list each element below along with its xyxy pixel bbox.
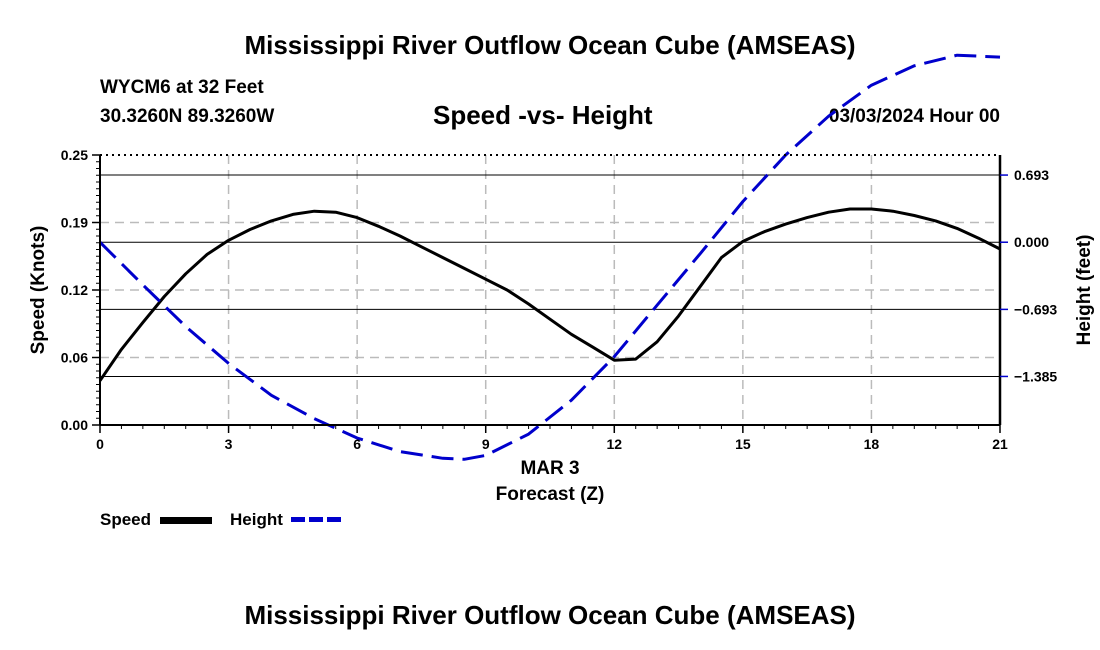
x-tick-label: 9 [482, 436, 490, 452]
y-tick-label: 0.12 [61, 282, 88, 298]
chart-title: Speed -vs- Height [433, 100, 653, 130]
x-tick-label: 0 [96, 436, 104, 452]
x-axis-date-label: MAR 3 [520, 458, 579, 479]
y-tick-label: 0.00 [61, 417, 88, 433]
x-tick-label: 18 [864, 436, 880, 452]
y2-tick-label: −0.693 [1014, 301, 1057, 317]
y2-tick-label: −1.385 [1014, 368, 1057, 384]
y-tick-label: 0.06 [61, 350, 88, 366]
forecast-date: 03/03/2024 Hour 00 [828, 106, 1000, 127]
page-title: Mississippi River Outflow Ocean Cube (AM… [244, 30, 856, 60]
x-axis-label: Forecast (Z) [496, 484, 605, 505]
legend-speed-swatch [160, 517, 212, 524]
legend-speed-label: Speed [100, 510, 152, 529]
y2-tick-label: 0.693 [1014, 167, 1049, 183]
y2-axis-label: Height (feet) [1074, 235, 1095, 346]
page-title-repeat: Mississippi River Outflow Ocean Cube (AM… [244, 600, 856, 630]
series-layer [98, 53, 1001, 461]
grid-layer [100, 155, 1000, 425]
station-label: WYCM6 at 32 Feet [100, 77, 264, 98]
series-line-height [98, 53, 1001, 461]
x-tick-label: 12 [606, 436, 622, 452]
frame-layer [92, 154, 1008, 433]
tick-layer: 0 3 6 9 12 15 18 21 0.00 0.06 0.12 0.19 0.25 0.693 0.0… [61, 147, 1058, 452]
x-tick-label: 15 [735, 436, 751, 452]
x-tick-label: 6 [353, 436, 361, 452]
y-axis-label: Speed (Knots) [28, 226, 49, 355]
x-tick-label: 3 [225, 436, 233, 452]
x-tick-label: 21 [992, 436, 1008, 452]
coordinates-label: 30.3260N 89.3260W [100, 106, 275, 127]
legend-height-swatch [291, 517, 342, 522]
y2-tick-label: 0.000 [1014, 234, 1049, 250]
y-tick-label: 0.25 [61, 147, 88, 163]
series-line-speed [98, 207, 1001, 382]
legend-height-label: Height [230, 510, 283, 529]
y-tick-label: 0.19 [61, 215, 88, 231]
